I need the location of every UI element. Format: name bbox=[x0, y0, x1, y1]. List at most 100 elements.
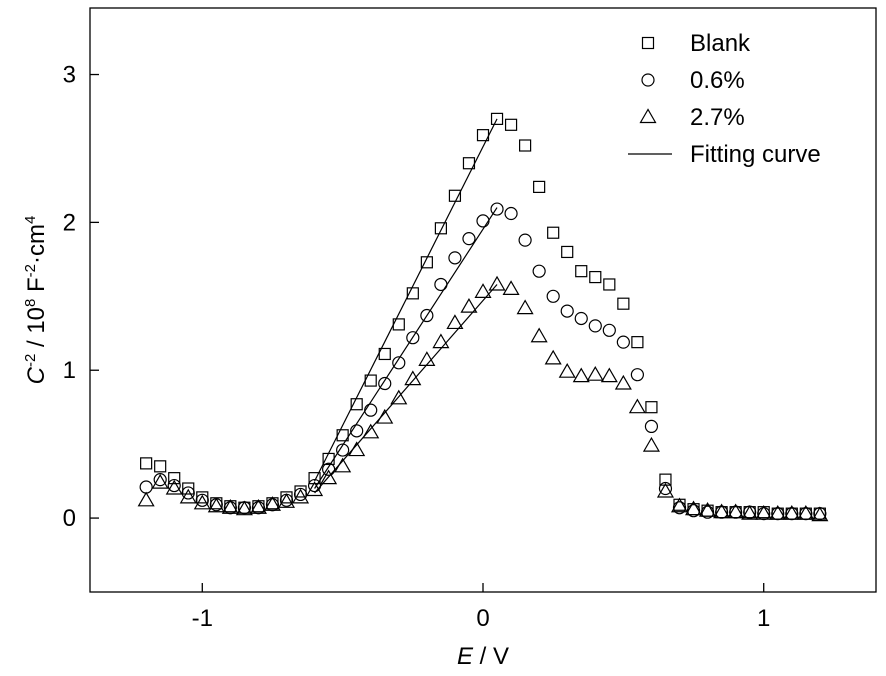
point-2-7 bbox=[488, 275, 506, 291]
point-0-6 bbox=[181, 486, 195, 500]
point-0-6 bbox=[420, 308, 434, 323]
point-0-6 bbox=[462, 232, 476, 246]
point-2-7 bbox=[474, 283, 492, 298]
point-blank bbox=[182, 482, 195, 495]
point-2-7 bbox=[291, 488, 310, 504]
point-2-7 bbox=[263, 496, 282, 511]
point-0-6 bbox=[518, 233, 532, 247]
point-blank bbox=[533, 180, 546, 193]
point-2-7 bbox=[684, 500, 703, 516]
point-blank bbox=[490, 112, 504, 125]
point-2-7 bbox=[628, 398, 646, 414]
point-blank bbox=[603, 278, 616, 291]
point-0-6 bbox=[350, 424, 364, 438]
point-0-6 bbox=[588, 319, 602, 333]
point-2-7 bbox=[670, 497, 689, 513]
point-blank bbox=[448, 189, 462, 202]
point-2-7 bbox=[362, 423, 380, 439]
point-2-7 bbox=[207, 497, 225, 513]
point-blank bbox=[350, 398, 363, 411]
point-2-7 bbox=[558, 363, 576, 378]
point-blank bbox=[392, 318, 405, 331]
point-0-6 bbox=[686, 504, 701, 518]
point-2-7 bbox=[446, 314, 464, 330]
point-blank bbox=[196, 491, 209, 504]
point-2-7 bbox=[755, 504, 773, 520]
point-2-7 bbox=[769, 504, 787, 520]
point-2-7 bbox=[137, 491, 155, 507]
point-2-7 bbox=[277, 493, 296, 508]
point-0-6 bbox=[434, 277, 448, 292]
x-tick-label: 1 bbox=[757, 605, 770, 632]
fitting-curves bbox=[314, 118, 498, 494]
point-0-6 bbox=[743, 505, 757, 519]
point-blank bbox=[364, 374, 377, 387]
point-blank bbox=[476, 129, 490, 142]
y-tick-label: 3 bbox=[63, 62, 76, 89]
point-0-6 bbox=[813, 507, 827, 521]
point-blank bbox=[168, 472, 181, 485]
point-0-6 bbox=[392, 356, 406, 370]
point-0-6 bbox=[406, 331, 420, 345]
y-tick-label: 2 bbox=[63, 209, 76, 236]
point-0-6 bbox=[630, 368, 644, 382]
point-2-7 bbox=[530, 327, 548, 343]
point-0-6 bbox=[153, 473, 167, 487]
point-2-7 bbox=[235, 500, 253, 516]
point-blank bbox=[547, 226, 560, 239]
point-2-7 bbox=[151, 473, 169, 489]
point-0-6 bbox=[672, 501, 687, 515]
point-2-7 bbox=[376, 408, 394, 424]
y-tick-label: 1 bbox=[63, 357, 76, 384]
point-blank bbox=[420, 256, 433, 269]
point-blank bbox=[378, 347, 391, 361]
point-blank bbox=[575, 265, 588, 278]
legend-label: 0.6% bbox=[690, 67, 745, 94]
point-2-7 bbox=[221, 499, 239, 514]
data-markers bbox=[137, 112, 829, 522]
point-blank bbox=[406, 287, 419, 300]
point-2-7 bbox=[306, 481, 324, 497]
point-blank bbox=[294, 485, 307, 498]
point-2-7 bbox=[516, 299, 534, 315]
point-blank bbox=[561, 245, 574, 259]
point-2-7 bbox=[165, 479, 183, 495]
point-0-6 bbox=[167, 478, 181, 493]
point-blank bbox=[434, 222, 447, 235]
x-axis-label: E / V bbox=[457, 643, 509, 670]
point-0-6 bbox=[616, 335, 630, 349]
point-2-7 bbox=[797, 504, 815, 520]
point-2-7 bbox=[544, 349, 562, 365]
point-0-6 bbox=[546, 289, 560, 303]
point-2-7 bbox=[783, 504, 801, 520]
legend-label: Blank bbox=[690, 30, 751, 57]
point-0-6 bbox=[700, 505, 715, 519]
point-0-6 bbox=[378, 376, 392, 391]
point-2-7 bbox=[404, 370, 422, 386]
point-0-6 bbox=[336, 443, 350, 457]
legend-circle-swatch bbox=[641, 73, 655, 87]
fitting-curve-line bbox=[314, 118, 498, 482]
point-2-7 bbox=[348, 441, 366, 457]
point-0-6 bbox=[560, 304, 574, 318]
axis-ticks: -1 0 1 0 1 2 3 bbox=[63, 62, 771, 632]
point-blank bbox=[140, 457, 153, 470]
point-0-6 bbox=[237, 501, 251, 515]
point-0-6 bbox=[307, 478, 322, 493]
point-2-7 bbox=[460, 297, 478, 313]
point-0-6 bbox=[279, 493, 294, 507]
point-2-7 bbox=[390, 389, 408, 405]
point-blank bbox=[336, 429, 349, 442]
point-2-7 bbox=[727, 503, 745, 519]
x-tick-label: 0 bbox=[476, 605, 489, 632]
point-0-6 bbox=[532, 264, 546, 278]
fitting-curve-line bbox=[314, 284, 498, 494]
point-0-6 bbox=[476, 214, 490, 228]
point-blank bbox=[631, 336, 644, 349]
y-tick-label: 0 bbox=[63, 505, 76, 532]
point-blank bbox=[462, 157, 476, 170]
point-2-7 bbox=[614, 374, 632, 390]
point-blank bbox=[519, 139, 532, 152]
point-2-7 bbox=[572, 367, 590, 383]
x-tick-label: -1 bbox=[192, 605, 213, 632]
